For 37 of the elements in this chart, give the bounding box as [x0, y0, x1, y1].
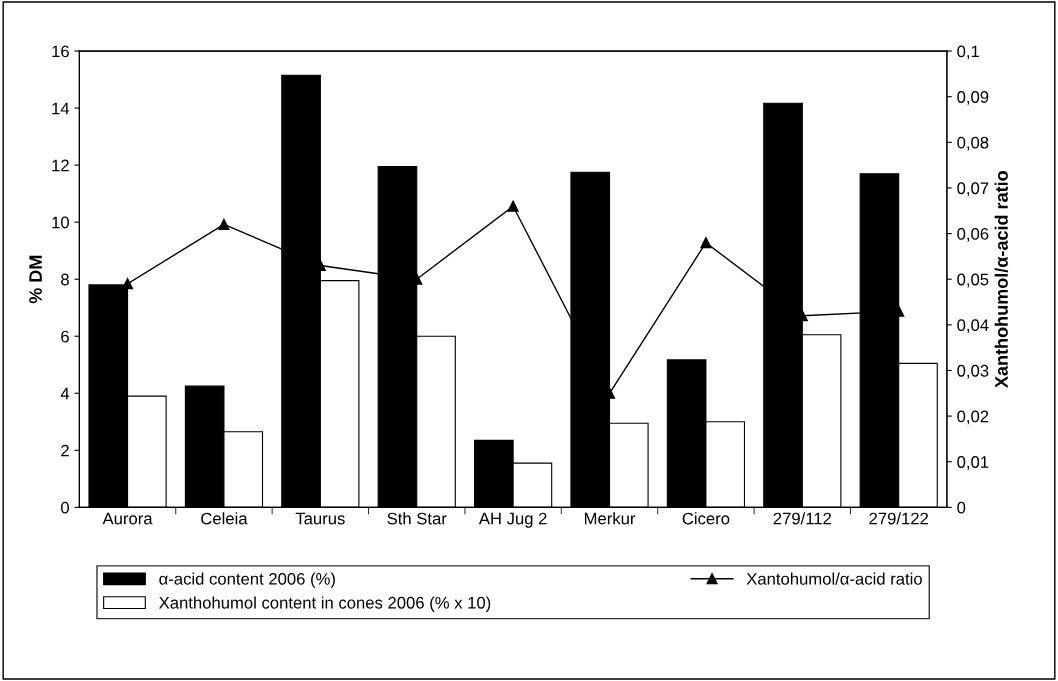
y-tick-label: 12 — [52, 159, 69, 172]
y-tick-label: 6 — [61, 330, 69, 343]
y2-tick-label: 0,02 — [957, 410, 989, 425]
x-tick-label: Aurora — [102, 512, 153, 525]
y2-tick-label: 0,08 — [957, 136, 989, 151]
y-axis-title: % DM — [29, 255, 42, 304]
point — [507, 200, 519, 212]
y2-tick-label: 0,03 — [957, 364, 989, 379]
x-tick-label: Taurus — [295, 512, 345, 525]
legend-label: α-acid content 2006 (%) — [159, 572, 335, 589]
y2-tick-label: 0,1 — [957, 45, 979, 60]
y-tick-label: 16 — [52, 45, 69, 58]
legend-label: Xantohumol/α-acid ratio — [746, 572, 922, 585]
y-tick-label: 8 — [61, 273, 69, 286]
y2-tick-label: 0,09 — [957, 91, 989, 105]
y2-tick-label: 0 — [957, 501, 966, 514]
x-tick-label: 279/112 — [773, 512, 831, 525]
legend-label: Xanthohumol content in cones 2006 (% x 10) — [159, 596, 491, 612]
x-tick-label: Celeia — [201, 512, 248, 525]
point — [700, 237, 712, 249]
y-tick-label: 0 — [61, 501, 69, 514]
x-tick-label: Sth Star — [387, 512, 447, 525]
x-tick-label: Merkur — [584, 512, 636, 525]
y2-axis-title: Xanthohumol/α-acid ratio — [994, 171, 1009, 388]
y2-tick-label: 0,04 — [957, 319, 989, 334]
y2-tick-label: 0,01 — [957, 456, 989, 470]
y2-tick-label: 0,07 — [957, 182, 989, 197]
y2-tick-label: 0,05 — [957, 273, 989, 288]
y-tick-label: 4 — [60, 387, 70, 400]
y2-tick-label: 0,06 — [957, 227, 989, 242]
y-tick-label: 2 — [61, 444, 69, 457]
y-tick-label: 14 — [52, 102, 70, 115]
x-tick-label: 279/122 — [869, 512, 928, 525]
x-tick-label: AH Jug 2 — [478, 512, 547, 528]
y-tick-label: 10 — [52, 216, 69, 229]
x-tick-label: Cicero — [682, 512, 730, 525]
point — [218, 218, 230, 231]
